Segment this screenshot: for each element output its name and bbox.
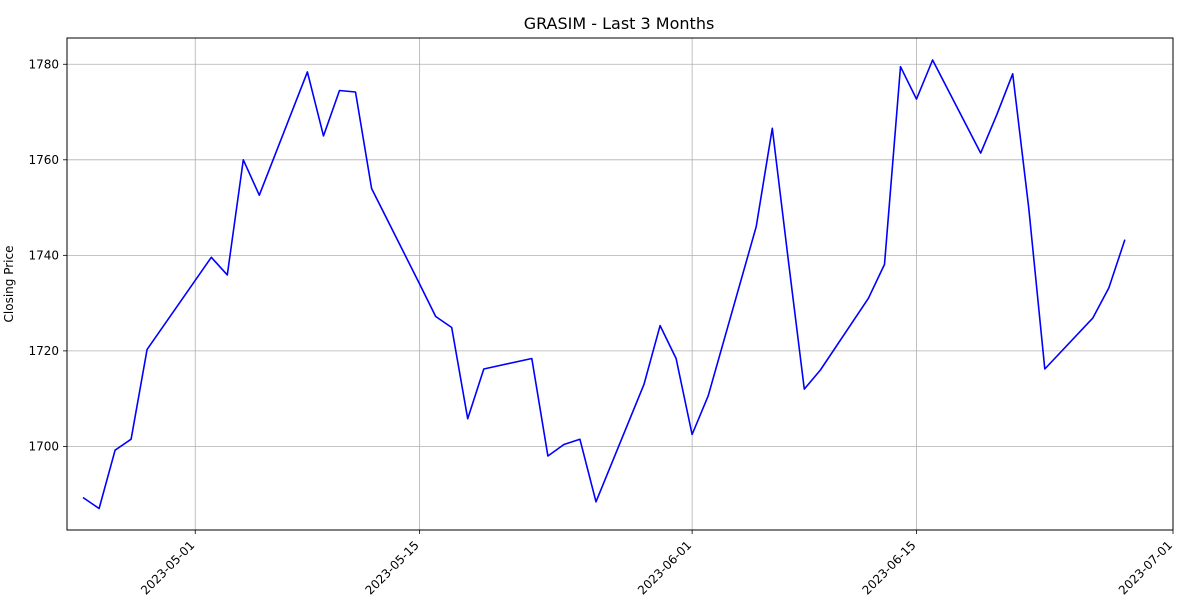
y-tick-label: 1740 [28,248,59,262]
y-tick-label: 1700 [28,439,59,453]
y-axis-label: Closing Price [2,246,16,323]
x-tick-label: 2023-06-15 [859,538,918,597]
plot-area-frame [66,37,1174,531]
y-tick-label: 1720 [28,344,59,358]
x-tick-label: 2023-06-01 [635,538,694,597]
series-line [82,59,1126,510]
x-tick-label: 2023-05-01 [138,538,197,597]
x-tick-label: 2023-05-15 [363,538,422,597]
y-tick-label: 1760 [28,153,59,167]
x-tick-label: 2023-07-01 [1116,538,1175,597]
grid-lines [67,38,1174,530]
x-axis: 2023-05-01 2023-05-15 2023-06-01 2023-06-15… [138,530,1175,597]
chart-title: GRASIM - Last 3 Months [524,14,715,33]
y-tick-label: 1780 [28,57,59,71]
y-axis: 1700 1720 1740 1760 1780 [28,57,67,453]
